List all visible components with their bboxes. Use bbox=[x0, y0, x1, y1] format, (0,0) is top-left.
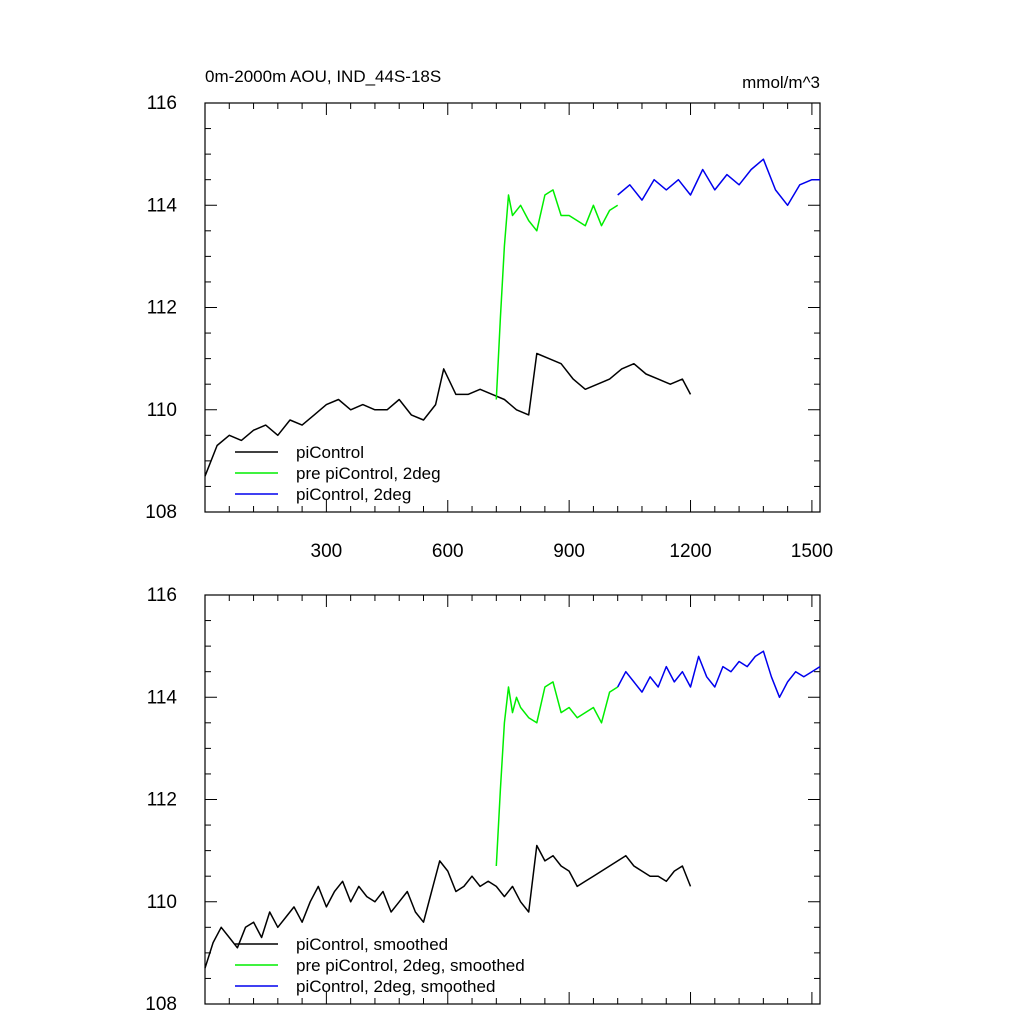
y-tick-label: 112 bbox=[147, 790, 177, 811]
x-tick-label: 1500 bbox=[791, 541, 833, 562]
bottom-panel: 108 110 112 114 116 piControl, smoothed pre pi… bbox=[145, 585, 821, 1015]
series-line-0 bbox=[204, 352, 692, 477]
legend-entry: piControl, 2deg, smoothed bbox=[296, 977, 495, 996]
series-line-0 bbox=[204, 844, 692, 969]
series-line-2 bbox=[617, 158, 820, 207]
y-tick-label: 116 bbox=[147, 93, 177, 114]
legend-entry: pre piControl, 2deg, smoothed bbox=[296, 956, 525, 975]
y-tick-label: 108 bbox=[145, 502, 177, 523]
chart-title: 0m-2000m AOU, IND_44S-18S bbox=[205, 67, 441, 86]
units-label: mmol/m^3 bbox=[742, 73, 820, 92]
y-tick-label: 110 bbox=[147, 892, 177, 913]
legend-entry: piControl, 2deg bbox=[296, 485, 411, 504]
y-tick-label: 114 bbox=[147, 687, 178, 708]
y-tick-label: 112 bbox=[147, 298, 177, 319]
series-line-2 bbox=[617, 650, 821, 699]
series-line-1 bbox=[495, 681, 619, 867]
series-line-1 bbox=[495, 189, 619, 400]
x-tick-label: 1200 bbox=[669, 541, 711, 562]
legend-entry: piControl, smoothed bbox=[296, 935, 448, 954]
legend-entry: pre piControl, 2deg bbox=[296, 464, 441, 483]
x-tick-label: 900 bbox=[553, 541, 585, 562]
x-tick-label: 600 bbox=[432, 541, 464, 562]
legend-entry: piControl bbox=[296, 443, 364, 462]
top-panel: 0m-2000m AOU, IND_44S-18S mmol/m^3 108 11… bbox=[145, 67, 833, 562]
y-tick-label: 114 bbox=[147, 195, 178, 216]
x-tick-label: 300 bbox=[311, 541, 343, 562]
y-tick-label: 110 bbox=[147, 400, 177, 421]
y-tick-label: 116 bbox=[147, 585, 177, 606]
y-tick-label: 108 bbox=[145, 994, 177, 1015]
